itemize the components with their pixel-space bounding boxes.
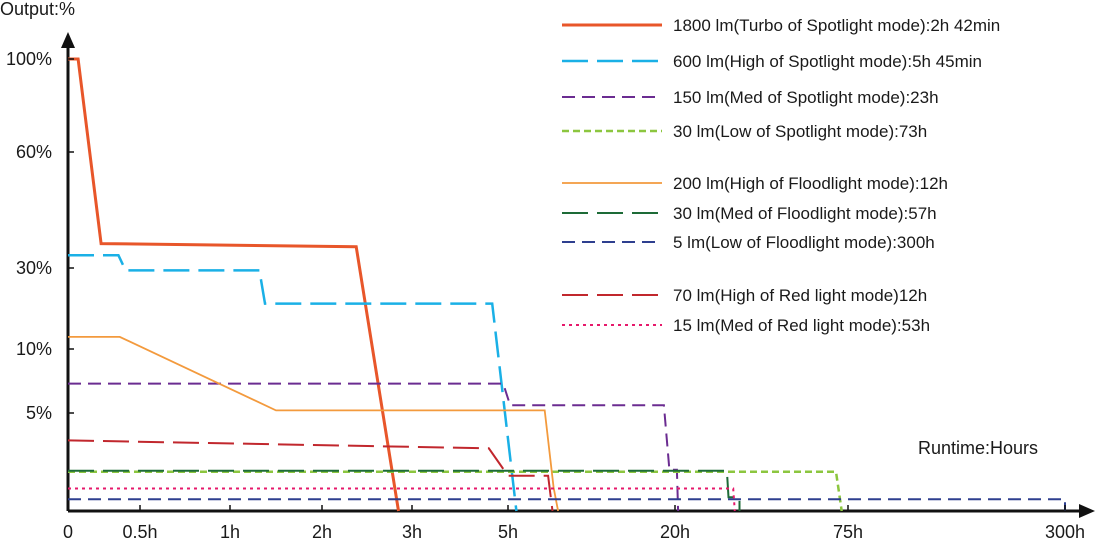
legend-label: 70 lm(High of Red light mode)12h [673, 286, 927, 305]
axes [61, 32, 1095, 518]
legend-label: 600 lm(High of Spotlight mode):5h 45min [673, 52, 982, 71]
y-tick-label: 30% [16, 258, 52, 278]
legend-label: 1800 lm(Turbo of Spotlight mode):2h 42mi… [673, 16, 1000, 35]
series-line-5 [68, 336, 559, 512]
x-axis-title: Runtime:Hours [918, 438, 1038, 458]
legend-label: 200 lm(High of Floodlight mode):12h [673, 174, 948, 193]
series-line-7 [68, 498, 1066, 511]
y-axis-title: Output:% [0, 0, 75, 19]
legend-label: 30 lm(Low of Spotlight mode):73h [673, 122, 927, 141]
x-tick-label: 2h [312, 522, 332, 541]
x-tick-label: 5h [498, 522, 518, 541]
x-tick-label: 0.5h [122, 522, 157, 541]
series-line-1 [68, 57, 400, 512]
series-line-2 [68, 253, 518, 512]
x-tick-label: 20h [660, 522, 690, 541]
y-tick-label: 100% [6, 49, 52, 69]
series-line-6 [68, 469, 741, 511]
y-axis-arrow [61, 32, 75, 48]
legend-label: 30 lm(Med of Floodlight mode):57h [673, 204, 937, 223]
x-tick-label: 0 [63, 522, 73, 541]
y-tick-label: 60% [16, 142, 52, 162]
x-axis-arrow [1079, 504, 1095, 518]
series-line-9 [68, 487, 736, 512]
x-tick-label: 300h [1045, 522, 1085, 541]
legend-label: 150 lm(Med of Spotlight mode):23h [673, 88, 939, 107]
series-line-4 [68, 470, 843, 512]
x-tick-label: 75h [833, 522, 863, 541]
x-tick-label: 3h [402, 522, 422, 541]
legend-label: 15 lm(Med of Red light mode):53h [673, 316, 930, 335]
series-line-3 [68, 382, 680, 512]
y-tick-label: 5% [26, 403, 52, 423]
tick-labels: 0 0.5h 1h 2h 3h 5h 20h 75h 300h 5% 10% 30% 60% 100% [6, 49, 1085, 541]
x-tick-label: 1h [220, 522, 240, 541]
legend-label: 5 lm(Low of Floodlight mode):300h [673, 233, 935, 252]
legend: 1800 lm(Turbo of Spotlight mode):2h 42mi… [562, 16, 1000, 335]
series-lines [67, 57, 1066, 512]
series-line-8 [67, 439, 554, 512]
y-tick-label: 10% [16, 339, 52, 359]
